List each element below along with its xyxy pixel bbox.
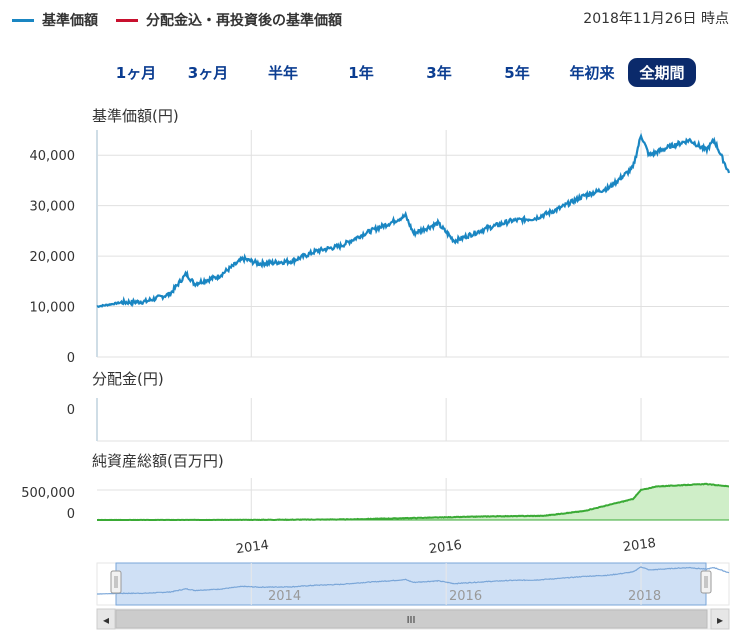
dividend-gridlines [97,398,729,442]
price-y-tick-40000: 40,000 [30,149,76,164]
scrollbar-grip-icon: III [407,615,416,626]
price-y-axis: 0 10,000 20,000 30,000 40,000 [30,149,76,366]
scrollbar: ◂ III ▸ [96,608,730,630]
legend-label-reinvested: 分配金込・再投資後の基準価額 [146,13,342,29]
range-selector: 1ヶ月 3ヶ月 半年 1年 3年 5年 年初来 全期間 [100,58,696,87]
range-button-ytd[interactable]: 年初来 [569,64,615,82]
assets-gridlines [97,478,729,520]
legend-swatch-nav [12,18,34,22]
legend: 基準価額 分配金込・再投資後の基準価額 [12,10,342,30]
scrollbar-thumb[interactable] [115,609,708,629]
navigator-gridlines [250,563,642,605]
price-y-tick-0: 0 [67,351,75,366]
navigator-handle-right[interactable] [700,570,712,594]
price-y-tick-20000: 20,000 [30,250,76,265]
price-series-line [96,132,731,309]
range-button-all[interactable]: 全期間 [628,58,696,87]
range-button-3m[interactable]: 3ヶ月 [187,64,229,82]
legend-swatch-reinvested [116,18,138,22]
range-button-3y[interactable]: 3年 [426,64,452,82]
scrollbar-right-button[interactable] [710,608,730,630]
price-gridlines [97,130,729,358]
legend-label-nav: 基準価額 [42,13,98,29]
range-button-6m[interactable]: 半年 [267,64,298,82]
navigator-series-line [97,566,730,595]
navigator-x-tick-2014: 2014 [268,589,301,604]
price-y-tick-30000: 30,000 [30,200,76,215]
dividend-panel: 0 [67,398,729,442]
price-panel-title: 基準価額(円) [92,107,179,125]
scroll-right-icon: ▸ [717,613,723,627]
assets-series-line [97,482,729,522]
navigator-x-tick-2016: 2016 [449,589,482,604]
navigator: 2014 2016 2018 [96,562,730,606]
price-y-tick-10000: 10,000 [30,301,76,316]
legend-item-reinvested[interactable]: 分配金込・再投資後の基準価額 [116,10,342,30]
navigator-background [96,562,730,606]
price-plot-area [97,127,729,357]
dividend-y-tick-0: 0 [67,403,75,418]
range-button-1y[interactable]: 1年 [348,64,374,82]
range-button-5y[interactable]: 5年 [504,64,530,82]
dividend-panel-title: 分配金(円) [92,370,164,388]
navigator-selected-range[interactable] [115,562,707,606]
price-panel: 0 10,000 20,000 30,000 40,000 [30,127,731,366]
scrollbar-track[interactable] [96,608,730,630]
scrollbar-left-button[interactable] [96,608,116,630]
navigator-x-tick-2018: 2018 [628,589,661,604]
assets-y-tick-500000: 500,000 [21,486,75,501]
x-tick-2016: 2016 [428,538,463,557]
assets-panel: 500,000 0 2014 2016 2018 [21,478,729,557]
scroll-left-icon: ◂ [103,613,109,627]
x-tick-2014: 2014 [235,538,270,557]
as-of-date: 2018年11月26日 時点 [583,11,729,27]
assets-series-area [97,483,729,520]
x-tick-2018: 2018 [622,536,657,555]
navigator-handle-left[interactable] [110,570,122,594]
assets-panel-title: 純資産総額(百万円) [92,452,224,470]
legend-item-nav[interactable]: 基準価額 [12,10,98,30]
assets-y-tick-0: 0 [67,507,75,522]
range-button-1m[interactable]: 1ヶ月 [115,64,157,82]
